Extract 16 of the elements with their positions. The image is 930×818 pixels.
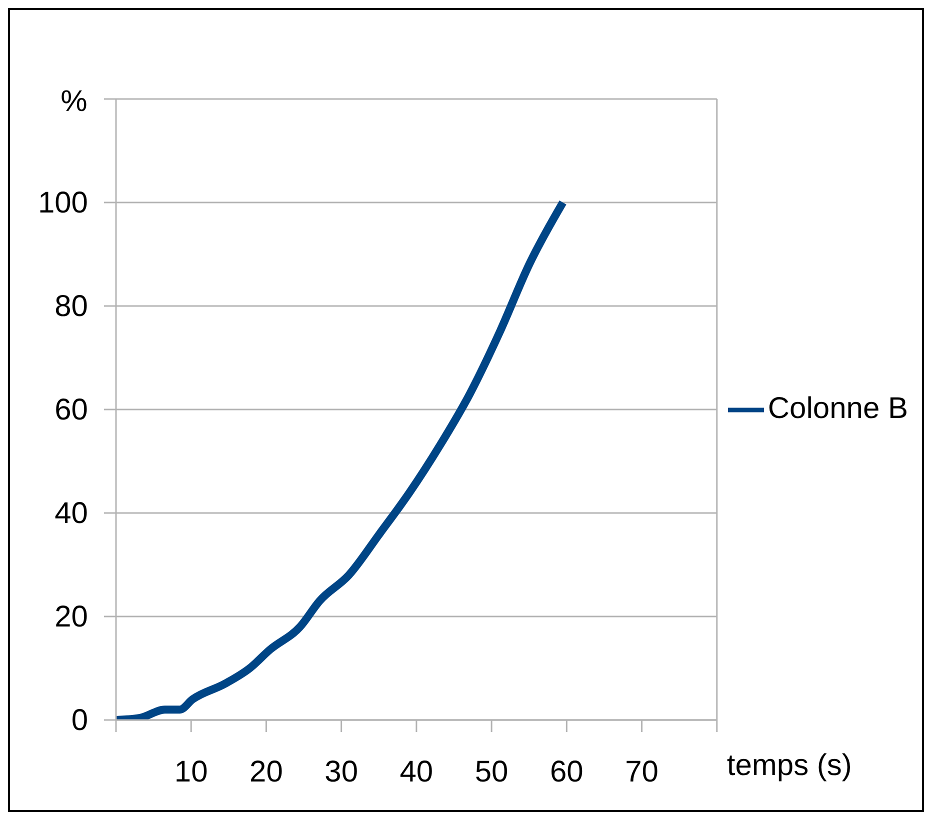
x-tick-label: 50 — [474, 755, 508, 788]
legend-label: Colonne B — [768, 392, 908, 425]
y-tick-label: 0 — [71, 704, 88, 737]
x-tick-label: 70 — [625, 755, 658, 788]
y-tick-label: 60 — [54, 394, 88, 426]
x-tick-label: 60 — [550, 755, 584, 788]
x-tick-label: 30 — [324, 755, 358, 788]
y-axis-title: % — [60, 85, 88, 118]
x-tick-label: 20 — [250, 755, 283, 788]
y-tick-label: 40 — [54, 497, 88, 530]
y-tick-label: 100 — [38, 186, 88, 220]
x-tick-label: 40 — [400, 755, 434, 788]
x-axis-title: temps (s) — [726, 749, 852, 782]
y-tick-label: 80 — [54, 290, 88, 323]
y-tick-label: 20 — [54, 600, 88, 634]
x-tick-label: 10 — [174, 755, 208, 788]
